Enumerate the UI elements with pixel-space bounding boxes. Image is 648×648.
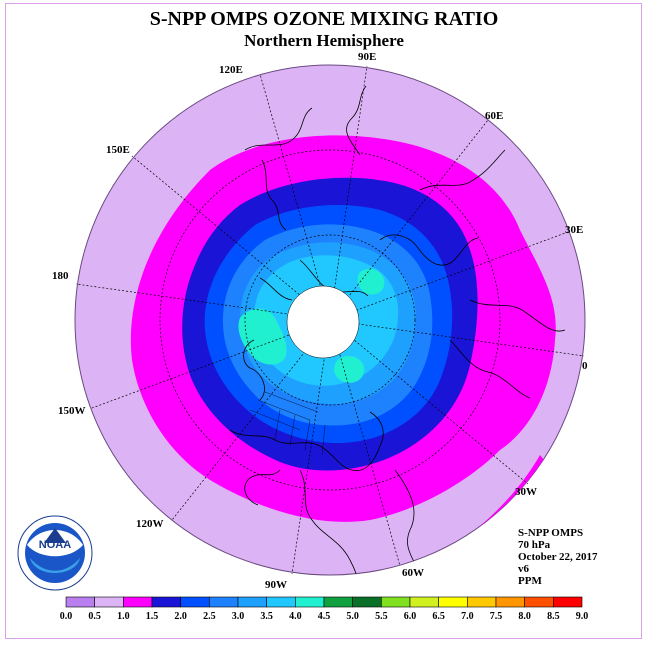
info-level: 70 hPa: [518, 539, 551, 551]
map-title: S-NPP OMPS OZONE MIXING RATIO: [149, 8, 499, 30]
coastlines: [229, 85, 566, 575]
colorbar-swatch: [237, 596, 267, 608]
colorbar: 0.0 0.5 1.0 1.5 2.0 2.5 3.0 3.5 4.0 4.5 5.0 5.5 6.0 6…: [60, 596, 589, 622]
colorbar-tick-label: 2.5: [203, 611, 216, 622]
state-borders: [249, 391, 326, 456]
info-date: October 22, 2017: [518, 551, 598, 563]
colorbar-swatch: [524, 596, 554, 608]
colorbar-swatch: [323, 596, 353, 608]
lon-label-30e: 30E: [565, 224, 583, 236]
colorbar-tick-label: 7.5: [490, 611, 503, 622]
lon-label-120w: 120W: [136, 518, 164, 530]
lon-label-0: 0: [582, 360, 588, 372]
colorbar-tick-label: 2.0: [174, 611, 187, 622]
colorbar-swatch: [295, 596, 325, 608]
ozone-band-4-0-west: [238, 308, 287, 365]
colorbar-swatch: [495, 596, 525, 608]
colorbar-swatch: [553, 596, 583, 608]
colorbar-tick-label: 7.0: [461, 611, 474, 622]
colorbar-tick-label: 3.5: [260, 611, 273, 622]
colorbar-swatch: [352, 596, 382, 608]
lon-label-150w: 150W: [58, 405, 86, 417]
colorbar-tick-label: 1.0: [117, 611, 130, 622]
colorbar-swatch: [438, 596, 468, 608]
colorbar-tick-label: 9.0: [576, 611, 589, 622]
colorbar-tick-label: 0.5: [88, 611, 101, 622]
info-instrument: S-NPP OMPS: [518, 527, 584, 539]
map-subtitle: Northern Hemisphere: [244, 31, 404, 50]
colorbar-swatch: [409, 596, 439, 608]
lon-label-180: 180: [52, 270, 69, 282]
info-units: PPM: [518, 575, 542, 587]
lon-label-150e: 150E: [106, 144, 130, 156]
colorbar-tick-label: 6.5: [432, 611, 445, 622]
colorbar-swatch: [180, 596, 210, 608]
colorbar-tick-label: 0.0: [60, 611, 73, 622]
colorbar-swatch: [65, 596, 95, 608]
colorbar-swatch: [151, 596, 181, 608]
ozone-band-4-0-south: [334, 355, 365, 383]
colorbar-swatch: [381, 596, 411, 608]
colorbar-swatch: [209, 596, 239, 608]
noaa-logo: NOAA: [17, 515, 93, 591]
colorbar-swatch: [467, 596, 497, 608]
colorbar-tick-label: 3.0: [232, 611, 245, 622]
colorbar-swatch: [94, 596, 124, 608]
lon-label-90e: 90E: [358, 51, 376, 63]
colorbar-tick-label: 8.5: [547, 611, 560, 622]
lon-label-60w: 60W: [402, 567, 424, 579]
lon-label-90w: 90W: [265, 579, 287, 591]
ozone-band-4-0-east: [357, 268, 385, 295]
graticule: [75, 65, 585, 575]
colorbar-tick-label: 4.0: [289, 611, 302, 622]
info-version: v6: [518, 563, 529, 575]
colorbar-swatch: [266, 596, 296, 608]
colorbar-tick-label: 5.5: [375, 611, 388, 622]
colorbar-tick-label: 8.0: [518, 611, 531, 622]
colorbar-tick-label: 1.5: [146, 611, 159, 622]
colorbar-tick-label: 4.5: [318, 611, 331, 622]
lon-label-30w: 30W: [515, 486, 537, 498]
figure-frame: [5, 3, 642, 639]
pole-no-data: [286, 285, 360, 359]
lon-label-120e: 120E: [219, 64, 243, 76]
lon-label-60e: 60E: [485, 110, 503, 122]
colorbar-tick-label: 5.0: [346, 611, 359, 622]
colorbar-tick-label: 6.0: [404, 611, 417, 622]
colorbar-swatch: [123, 596, 153, 608]
